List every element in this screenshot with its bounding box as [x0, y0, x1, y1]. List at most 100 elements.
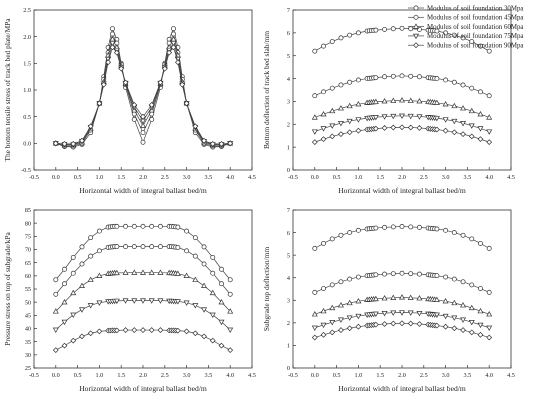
data-point [373, 225, 379, 231]
y-tick-label: 2 [287, 320, 290, 327]
data-point [390, 97, 397, 103]
data-point [451, 118, 458, 125]
series-5 [52, 44, 234, 147]
data-point [381, 125, 388, 131]
data-point [329, 282, 335, 288]
data-point [201, 307, 208, 313]
data-point [320, 111, 327, 117]
legend-marker [413, 33, 419, 40]
data-point [161, 65, 168, 72]
data-point [338, 131, 344, 138]
data-point [140, 139, 146, 145]
data-point [131, 116, 137, 122]
x-tick-label: 4.5 [507, 372, 515, 379]
data-point [451, 32, 457, 38]
data-point [434, 76, 440, 82]
series-2 [312, 73, 492, 99]
data-point [53, 291, 59, 297]
data-point [329, 123, 336, 129]
data-point [451, 315, 458, 321]
x-tick-label: 2.5 [420, 372, 428, 379]
data-point [399, 73, 405, 79]
data-point [407, 320, 414, 327]
data-point [443, 227, 449, 233]
data-point [79, 244, 85, 250]
data-point [355, 274, 361, 280]
data-point [110, 26, 115, 32]
data-point [218, 298, 225, 305]
x-tick-label: 3.0 [442, 174, 450, 181]
data-point [219, 281, 224, 287]
data-point [460, 120, 467, 127]
y-tick-label: 45 [25, 313, 31, 320]
data-point [390, 320, 397, 327]
data-point [460, 131, 466, 138]
x-tick-label: 4.0 [485, 174, 493, 181]
series-line [55, 27, 231, 148]
data-point [320, 331, 327, 338]
data-point [61, 298, 68, 305]
x-tick-label: 0.5 [333, 372, 341, 379]
data-point [477, 307, 484, 314]
data-point [148, 269, 155, 275]
data-point [170, 40, 177, 47]
data-point [192, 253, 198, 259]
data-point [192, 330, 199, 337]
data-point [337, 105, 344, 111]
x-tick-label: 0.5 [74, 174, 82, 181]
data-point [468, 304, 475, 311]
data-point [209, 312, 216, 319]
y-tick-label: 1 [287, 144, 290, 151]
data-point [486, 325, 493, 332]
data-point [174, 299, 181, 305]
series-line [55, 32, 231, 147]
data-point [407, 294, 414, 300]
data-point [390, 224, 396, 230]
y-tick-label: 6 [287, 30, 290, 37]
x-tick-label: 0.0 [52, 174, 60, 181]
data-point [183, 300, 190, 306]
y-tick-label: 7 [287, 207, 290, 214]
data-point [201, 137, 207, 144]
data-point [486, 139, 493, 146]
data-point [486, 334, 493, 341]
y-tick-label: 5 [287, 252, 290, 259]
legend-marker [413, 42, 419, 49]
x-tick-label: 3.0 [183, 372, 191, 379]
series-1 [53, 223, 233, 283]
data-point [131, 223, 137, 229]
data-point [416, 125, 423, 131]
data-point [382, 271, 388, 277]
data-point [390, 271, 396, 277]
data-point [175, 244, 181, 250]
data-point [337, 302, 344, 308]
data-point [70, 337, 77, 344]
data-point [460, 35, 466, 41]
data-point [408, 73, 414, 79]
x-tick-label: 1.5 [117, 174, 125, 181]
data-point [486, 93, 492, 99]
y-tick-label: 50 [25, 299, 31, 306]
data-point [149, 223, 155, 229]
data-point [477, 111, 484, 117]
series-line [55, 42, 231, 145]
data-point [468, 133, 475, 140]
legend-entry: Modulus of soil foundation 60Mpa [408, 23, 523, 31]
y-tick-label: 4 [287, 76, 290, 83]
data-point [329, 133, 336, 140]
y-tick-label: 1 [287, 343, 290, 350]
data-point [96, 228, 102, 234]
data-point [210, 270, 216, 276]
data-point [355, 30, 361, 36]
y-tick-label: 75 [25, 234, 31, 241]
series-5 [311, 320, 493, 341]
data-point [372, 321, 379, 328]
data-point [122, 327, 129, 333]
data-point [355, 313, 362, 320]
x-tick-label: 4.5 [507, 174, 515, 181]
data-point [96, 100, 103, 107]
chart-panel-c: -0.5 0.0 0.5 1.0 1.5 2.0 2.5 3.0 3.5 4.0 4.5 25 30 35… [3, 207, 256, 393]
x-tick-label: 2.0 [398, 174, 406, 181]
data-point [407, 124, 414, 131]
